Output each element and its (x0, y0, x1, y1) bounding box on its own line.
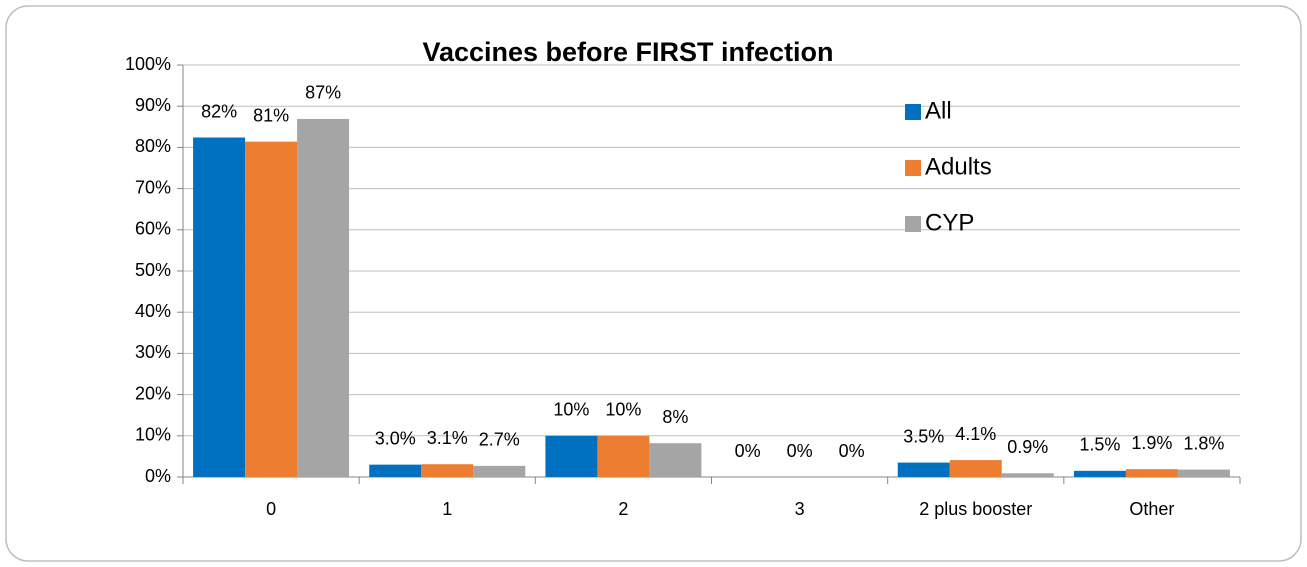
y-tick-label: 100% (125, 54, 171, 74)
legend-label: All (925, 97, 952, 124)
bar (949, 460, 1002, 477)
bar (473, 465, 526, 477)
data-label: 87% (305, 83, 341, 103)
data-label: 3.1% (427, 428, 468, 448)
data-label: 8% (662, 407, 688, 427)
data-label: 81% (253, 105, 289, 125)
data-label: 10% (553, 400, 589, 420)
bar (369, 464, 422, 477)
bar (193, 137, 246, 477)
data-label: 0% (839, 441, 865, 461)
y-tick-label: 80% (135, 136, 171, 156)
y-tick-label: 50% (135, 260, 171, 280)
y-tick-label: 0% (145, 466, 171, 486)
data-label: 10% (605, 400, 641, 420)
bar (1177, 469, 1230, 477)
bar (421, 464, 474, 477)
y-tick-label: 40% (135, 301, 171, 321)
data-label: 3.5% (903, 426, 944, 446)
legend-swatch (905, 160, 921, 176)
bar (1001, 473, 1054, 477)
y-tick-label: 70% (135, 177, 171, 197)
data-label: 2.7% (479, 430, 520, 450)
bar (1125, 469, 1178, 477)
x-tick-label: 2 plus booster (919, 499, 1032, 519)
legend-swatch (905, 216, 921, 232)
bar (649, 443, 702, 477)
legend-label: Adults (925, 153, 992, 180)
data-label: 0% (735, 441, 761, 461)
x-tick-label: Other (1129, 499, 1174, 519)
y-tick-label: 30% (135, 342, 171, 362)
data-label: 1.8% (1183, 433, 1224, 453)
bar (597, 435, 650, 477)
chart-title: Vaccines before FIRST infection (422, 37, 833, 67)
x-tick-label: 2 (618, 499, 628, 519)
bar (245, 141, 298, 477)
y-tick-label: 20% (135, 383, 171, 403)
data-label: 3.0% (375, 428, 416, 448)
y-tick-label: 60% (135, 219, 171, 239)
bar (297, 118, 350, 478)
bar (897, 462, 950, 477)
data-label: 4.1% (955, 424, 996, 444)
bar (545, 435, 598, 477)
legend-swatch (905, 104, 921, 120)
data-label: 82% (201, 101, 237, 121)
data-label: 1.5% (1079, 435, 1120, 455)
data-label: 0% (787, 441, 813, 461)
x-tick-label: 3 (795, 499, 805, 519)
x-tick-label: 1 (442, 499, 452, 519)
legend-label: CYP (925, 209, 974, 236)
y-tick-label: 10% (135, 425, 171, 445)
data-label: 1.9% (1131, 433, 1172, 453)
bar (1073, 470, 1126, 477)
x-tick-label: 0 (266, 499, 276, 519)
y-tick-label: 90% (135, 95, 171, 115)
data-label: 0.9% (1007, 437, 1048, 457)
